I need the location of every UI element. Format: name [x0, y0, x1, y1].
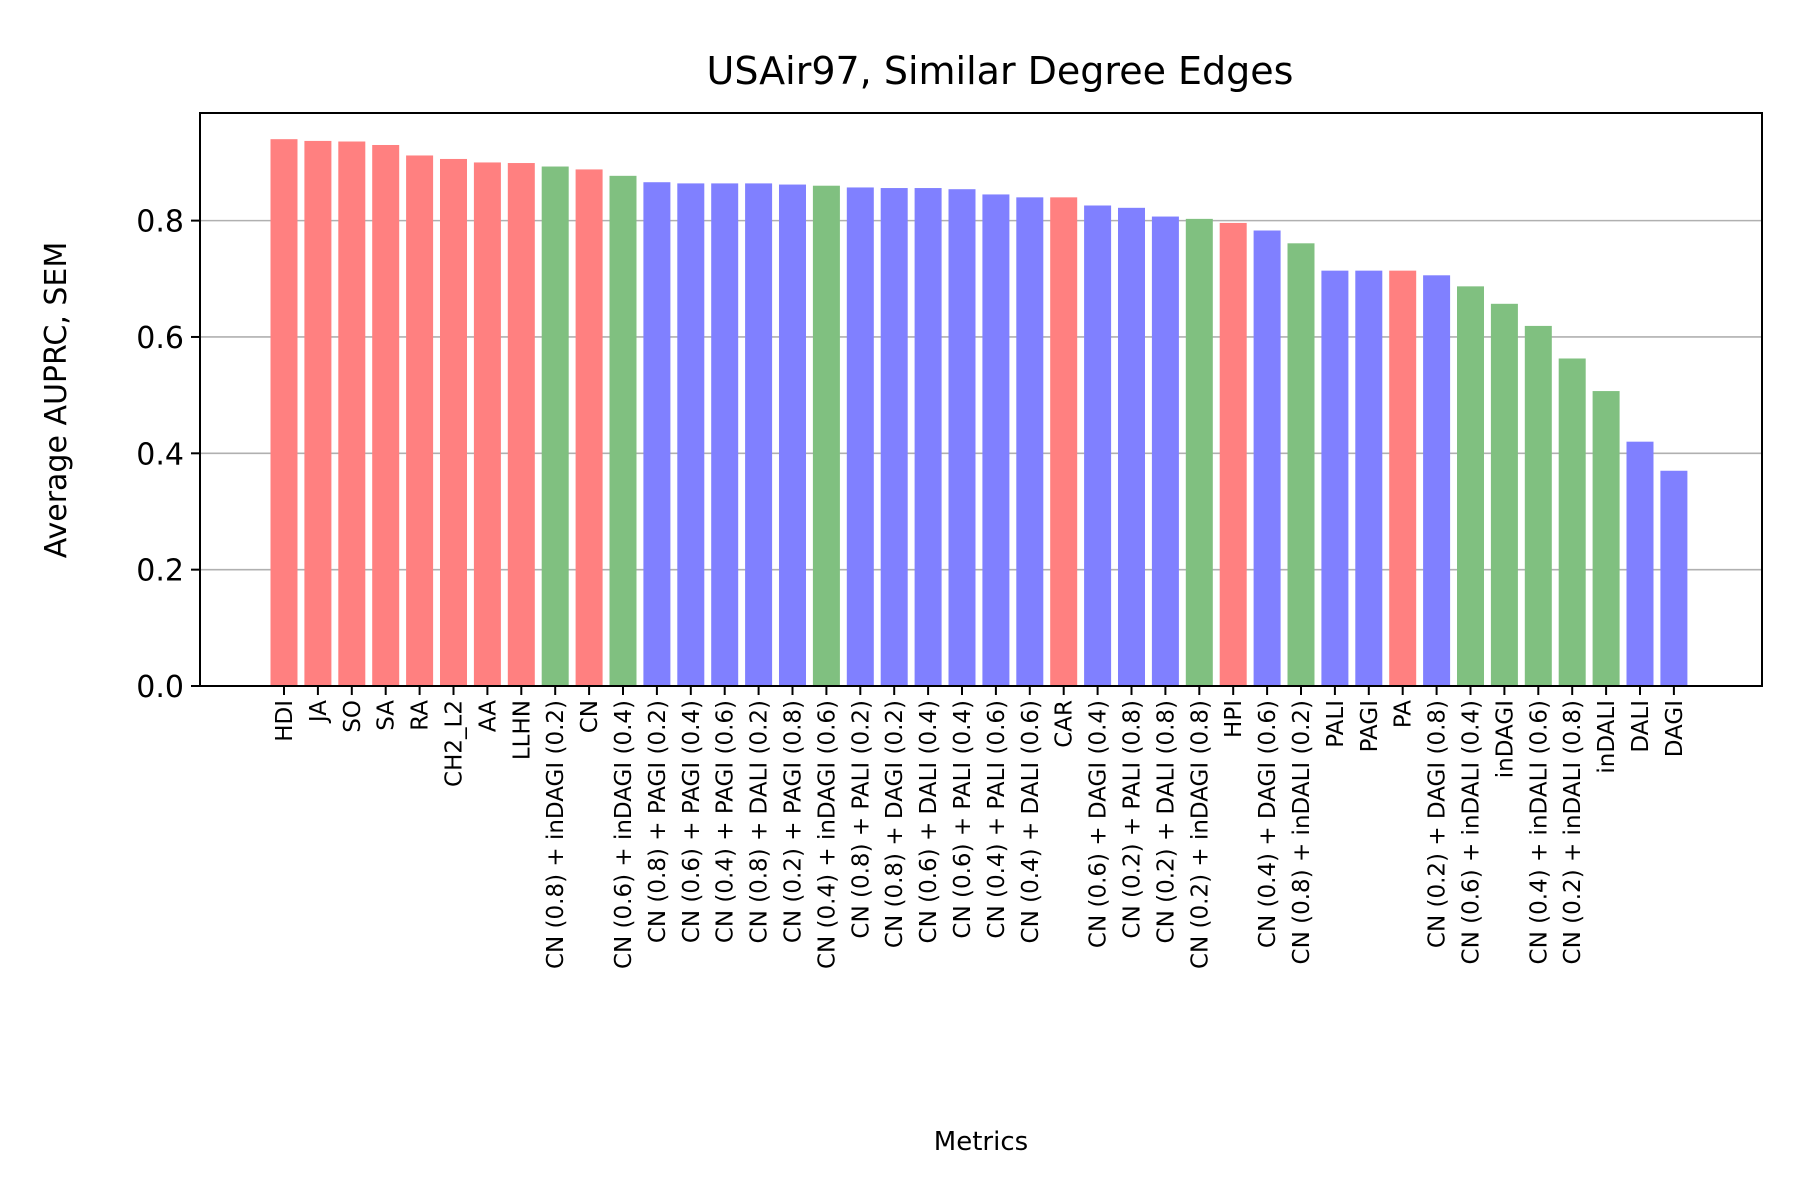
bar — [812, 185, 840, 686]
x-tick-label: DALI — [1628, 700, 1654, 753]
bar — [473, 162, 501, 686]
x-tick-label: CN (0.4) + DALI (0.6) — [1018, 700, 1044, 943]
x-tick-label: CN (0.6) + inDAGI (0.4) — [611, 700, 637, 969]
y-tick-label: 0.0 — [136, 670, 184, 705]
x-tick-label: CH2_L2 — [442, 700, 468, 787]
bar — [948, 189, 976, 686]
x-tick-label: CN (0.8) + DALI (0.2) — [747, 700, 773, 943]
x-tick-label: LLHN — [509, 700, 535, 760]
bar — [1016, 197, 1044, 686]
bar — [1118, 207, 1145, 686]
x-tick-label: JA — [306, 700, 332, 724]
bars — [270, 139, 1688, 687]
bar — [1457, 286, 1484, 686]
bar — [270, 139, 298, 686]
bar — [914, 188, 942, 686]
x-tick-label: CN (0.6) + inDALI (0.4) — [1459, 700, 1485, 964]
bar — [1287, 243, 1315, 687]
x-tick-label: SA — [374, 700, 400, 731]
x-tick-label: CN (0.6) + DAGI (0.4) — [1086, 700, 1112, 948]
bar — [541, 166, 569, 686]
x-tick-label: CN (0.4) + inDALI (0.6) — [1526, 700, 1552, 964]
x-tick-label: AA — [475, 700, 501, 732]
plot-frame — [199, 112, 1763, 687]
y-ticks: 0.0 0.2 0.4 0.6 0.8 — [136, 205, 200, 705]
x-tick-label: CN (0.8) + DAGI (0.2) — [882, 700, 908, 948]
x-tick-label: CN (0.4) + inDAGI (0.6) — [814, 700, 840, 969]
bar — [880, 188, 908, 686]
bar — [575, 169, 603, 686]
x-tick-label: CN (0.2) + inDALI (0.8) — [1560, 700, 1586, 964]
bar — [440, 158, 467, 686]
x-tick-label: DAGI — [1662, 700, 1688, 757]
bar — [507, 163, 535, 686]
x-tick-label: CN (0.6) + PALI (0.4) — [950, 700, 976, 939]
bar — [643, 182, 671, 686]
x-tick-label: RA — [408, 700, 434, 731]
y-tick-label: 0.2 — [136, 554, 184, 589]
bar — [1626, 441, 1654, 686]
bar — [1389, 270, 1417, 686]
bar — [1185, 218, 1213, 686]
x-tick-label: CN — [577, 700, 603, 733]
bar — [1355, 270, 1383, 686]
x-tick-label: inDALI — [1594, 700, 1620, 774]
x-axis-label: Metrics — [934, 1127, 1028, 1157]
bar — [745, 183, 773, 686]
chart-title: USAir97, Similar Degree Edges — [707, 49, 1294, 93]
x-tick-label: inDAGI — [1492, 700, 1518, 778]
x-tick-label: PA — [1391, 700, 1417, 728]
x-tick-label: CN (0.2) + inDAGI (0.8) — [1187, 700, 1213, 969]
x-tick-label: CN (0.8) + inDAGI (0.2) — [543, 700, 569, 969]
x-tick-label: CN (0.2) + PAGI (0.8) — [781, 700, 807, 943]
x-tick-label: CN (0.4) + PALI (0.6) — [984, 700, 1010, 939]
bar — [677, 183, 705, 686]
bar — [338, 141, 366, 686]
y-tick-label: 0.8 — [136, 205, 184, 240]
bar — [846, 187, 874, 686]
x-tick-label: CN (0.8) + PAGI (0.2) — [645, 700, 671, 943]
y-axis-label: Average AUPRC, SEM — [39, 242, 74, 559]
x-tick-label: CN (0.2) + DALI (0.8) — [1153, 700, 1179, 943]
bar — [779, 184, 806, 686]
bar — [1558, 358, 1586, 686]
x-tick-label: SO — [340, 700, 366, 733]
bar — [711, 183, 739, 686]
bar — [1490, 303, 1518, 686]
x-tick-label: CN (0.4) + DAGI (0.6) — [1255, 700, 1281, 948]
bar — [982, 194, 1010, 686]
x-tick-label: CN (0.6) + DALI (0.4) — [916, 700, 942, 943]
x-tick-label: CN (0.8) + PALI (0.2) — [848, 700, 874, 939]
x-tick-label: HPI — [1221, 700, 1247, 738]
x-tick-label: CN (0.2) + DAGI (0.8) — [1425, 700, 1451, 948]
bar — [1050, 197, 1078, 686]
bar — [609, 175, 637, 686]
x-tick-label: CN (0.2) + PALI (0.8) — [1120, 700, 1146, 939]
bar — [1253, 230, 1281, 686]
bar — [1423, 275, 1451, 686]
x-tick-label: CN (0.6) + PAGI (0.4) — [679, 700, 705, 943]
x-tick-label: CN (0.4) + PAGI (0.6) — [713, 700, 739, 943]
x-ticks: HDI JA SO SA RA CH2_L2 AA LLHN CN (0.8) + inDAGI… — [272, 686, 1688, 969]
x-tick-label: CAR — [1052, 700, 1078, 748]
bar — [1219, 222, 1247, 686]
y-tick-label: 0.6 — [136, 321, 184, 356]
bar — [1660, 470, 1688, 686]
bar — [406, 155, 434, 686]
bar — [1084, 205, 1112, 686]
bar — [1524, 325, 1552, 686]
y-tick-label: 0.4 — [136, 437, 184, 472]
x-tick-label: HDI — [272, 700, 298, 742]
bar — [1151, 216, 1179, 686]
x-tick-label: PAGI — [1357, 700, 1383, 752]
x-tick-label: CN (0.8) + inDALI (0.2) — [1289, 700, 1315, 964]
x-tick-label: PALI — [1323, 700, 1349, 748]
bar — [1321, 270, 1349, 686]
bar — [304, 140, 332, 686]
bar — [1592, 391, 1620, 686]
bar — [372, 144, 400, 686]
